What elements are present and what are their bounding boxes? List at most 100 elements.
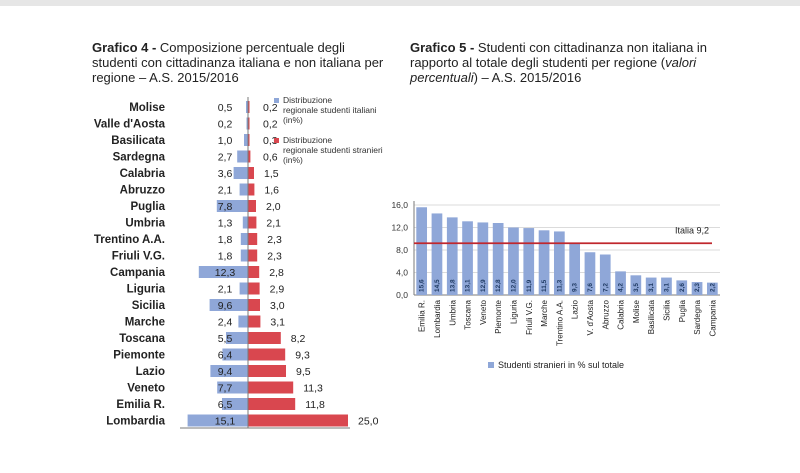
bar	[691, 282, 703, 295]
data-label: 3,5	[633, 283, 640, 292]
legend-swatch	[488, 362, 494, 368]
x-tick-label: Calabria	[617, 299, 626, 329]
bar	[416, 207, 428, 295]
category-label: Trentino A.A.	[94, 234, 165, 246]
data-label: 3,1	[648, 283, 655, 292]
data-label: 12,8	[495, 279, 502, 292]
value-label-stranieri: 3,0	[270, 300, 285, 312]
legend-swatch	[274, 98, 279, 103]
bar	[661, 277, 672, 295]
legend-entry: Studenti stranieri in % sul totale	[498, 360, 624, 370]
bar-stranieri	[248, 150, 251, 163]
value-label-stranieri: 8,2	[291, 333, 306, 345]
value-label-italiani: 2,4	[218, 317, 233, 329]
bar	[477, 222, 489, 295]
category-label: Lombardia	[106, 416, 165, 428]
data-label: 11,3	[556, 279, 563, 292]
reference-label: Italia 9,2	[675, 225, 709, 235]
category-label: Friuli V.G.	[112, 251, 165, 263]
value-label-stranieri: 9,3	[295, 350, 310, 362]
bar-italiani	[246, 117, 248, 130]
value-label-italiani: 2,1	[218, 284, 233, 296]
x-tick-label: Emilia R.	[418, 300, 427, 332]
bar-italiani	[239, 282, 248, 295]
x-tick-label: Sardegna	[693, 299, 702, 334]
bar-stranieri	[248, 299, 260, 311]
value-label-stranieri: 0,2	[263, 102, 278, 114]
bar-stranieri	[248, 117, 250, 130]
bar-italiani	[216, 200, 248, 212]
x-tick-label: Marche	[540, 299, 549, 326]
x-tick-label: Liguria	[509, 299, 518, 324]
data-label: 2,6	[679, 283, 686, 292]
bar-italiani	[244, 134, 248, 146]
legend-swatch	[274, 138, 279, 143]
chart5-title: Grafico 5 - Studenti con cittadinanza no…	[410, 40, 708, 85]
category-label: Veneto	[127, 383, 165, 395]
category-label: Campania	[110, 267, 166, 279]
value-label-stranieri: 11,8	[305, 399, 325, 411]
bar-stranieri	[248, 167, 254, 179]
category-label: Piemonte	[113, 350, 165, 362]
category-label: Molise	[129, 102, 165, 114]
value-label-italiani: 1,0	[218, 135, 233, 147]
bar-stranieri	[248, 414, 348, 427]
value-label-stranieri: 2,3	[267, 234, 282, 246]
bar	[508, 227, 519, 295]
category-label: Calabria	[120, 168, 166, 180]
data-label: 9,3	[572, 283, 579, 292]
value-label-italiani: 6,5	[218, 399, 233, 411]
bar-italiani	[238, 315, 248, 328]
x-tick-label: Puglia	[678, 299, 687, 322]
category-label: Abruzzo	[120, 185, 165, 197]
category-label: Marche	[125, 317, 165, 329]
bar-stranieri	[248, 200, 256, 212]
bar	[569, 242, 581, 295]
bar	[584, 252, 596, 295]
bar-stranieri	[248, 315, 261, 328]
bar-italiani	[237, 150, 248, 163]
x-tick-label: Lazio	[571, 299, 580, 319]
value-label-italiani: 1,8	[218, 251, 233, 263]
bar-italiani	[198, 266, 248, 278]
value-label-italiani: 9,4	[218, 366, 233, 378]
x-tick-label: Molise	[632, 299, 641, 323]
bar-stranieri	[248, 216, 257, 229]
bar-stranieri	[248, 381, 294, 394]
y-tick-label: 4,0	[396, 268, 408, 278]
bar-italiani	[222, 348, 248, 361]
x-tick-label: Abruzzo	[601, 299, 610, 329]
x-tick-label: Campania	[708, 299, 717, 336]
bar-italiani	[209, 299, 248, 311]
data-label: 11,5	[541, 279, 548, 292]
data-label: 13,8	[449, 279, 456, 292]
value-label-italiani: 12,3	[215, 267, 236, 279]
value-label-italiani: 7,8	[218, 201, 233, 213]
value-label-italiani: 6,4	[218, 350, 233, 362]
data-label: 15,6	[419, 279, 426, 292]
y-tick-label: 12,0	[391, 223, 408, 233]
chart4-title: Grafico 4 - Composizione percentuale deg…	[92, 40, 384, 85]
value-label-italiani: 2,7	[218, 152, 233, 164]
data-label: 7,2	[602, 283, 609, 292]
value-label-italiani: 1,3	[218, 218, 233, 230]
bar-italiani	[246, 101, 248, 113]
data-label: 3,1	[663, 283, 670, 292]
bar	[676, 280, 688, 295]
x-tick-label: Piemonte	[494, 299, 503, 333]
legend-entry-italiani: Distribuzione regionale studenti italiani…	[283, 95, 377, 125]
x-tick-label: Lombardia	[433, 299, 442, 337]
value-label-stranieri: 0,6	[263, 152, 278, 164]
value-label-stranieri: 1,6	[264, 185, 279, 197]
category-label: Sicilia	[132, 300, 166, 312]
bar	[462, 221, 473, 295]
y-tick-label: 16,0	[391, 200, 408, 210]
bar	[599, 254, 611, 295]
bar-stranieri	[248, 183, 255, 196]
data-label: 7,6	[587, 283, 594, 292]
value-label-stranieri: 25,0	[358, 416, 379, 428]
data-label: 2,3	[694, 283, 701, 292]
value-label-stranieri: 2,8	[269, 267, 284, 279]
bar-italiani	[240, 233, 248, 245]
category-label: Umbria	[125, 218, 165, 230]
